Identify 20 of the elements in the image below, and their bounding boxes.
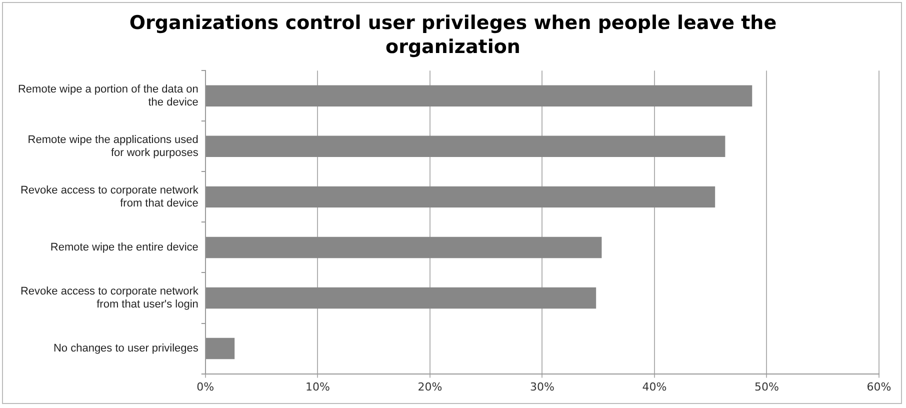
x-tick-label: 30% xyxy=(530,380,554,394)
bar xyxy=(206,136,726,158)
bar xyxy=(206,338,235,360)
chart-title: Organizations control user privileges when people leave the organization xyxy=(128,11,778,59)
x-tick-label: 60% xyxy=(866,380,892,394)
y-tick-label: No changes to user privileges xyxy=(53,342,199,355)
y-tick-label: Remote wipe the applications used for work purposes xyxy=(28,134,199,160)
x-tick-label: 20% xyxy=(418,380,442,394)
y-tick-label: Revoke access to corporate network from that user's login xyxy=(20,285,199,311)
x-tick-label: 50% xyxy=(754,380,779,394)
bar xyxy=(206,236,602,258)
y-tick-label: Remote wipe a portion of the data on the device xyxy=(18,83,198,108)
bar xyxy=(206,186,716,208)
y-tick-label: Revoke access to corporate network from that device xyxy=(20,184,199,210)
x-tick-label: 0% xyxy=(196,380,214,394)
x-tick-label: 10% xyxy=(305,380,330,394)
x-tick-label: 40% xyxy=(642,380,667,394)
bar xyxy=(206,85,752,106)
bar xyxy=(206,287,596,309)
y-tick-label: Remote wipe the entire device xyxy=(50,242,198,254)
